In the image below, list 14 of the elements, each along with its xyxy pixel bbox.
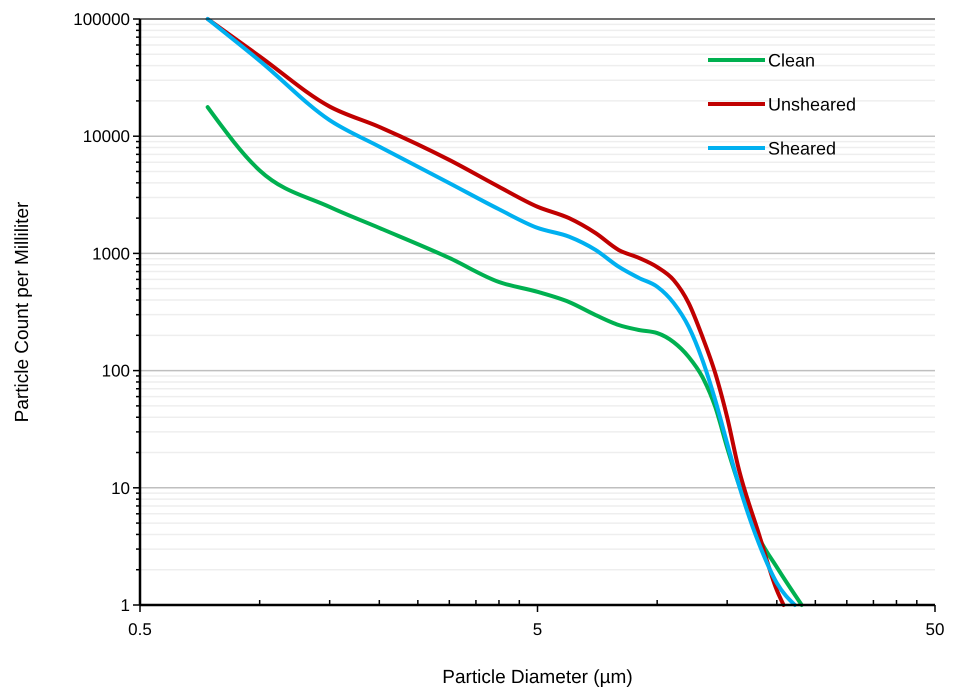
legend-label: Unsheared: [768, 94, 856, 114]
x-tick-label: 0.5: [128, 620, 152, 639]
x-tick-label: 5: [532, 620, 542, 639]
x-axis-title: Particle Diameter (µm): [442, 667, 633, 688]
y-tick-label: 10: [111, 478, 130, 498]
x-tick-label: 50: [926, 620, 944, 639]
legend-label: Sheared: [768, 138, 836, 158]
y-tick-label: 100000: [73, 10, 130, 29]
y-axis-title: Particle Count per Milliliter: [12, 200, 33, 422]
legend-label: Clean: [768, 50, 816, 70]
y-tick-label: 10000: [82, 127, 130, 146]
y-tick-label: 1000: [92, 244, 130, 264]
y-tick-label: 100: [102, 362, 130, 381]
y-tick-label: 1: [120, 596, 130, 615]
